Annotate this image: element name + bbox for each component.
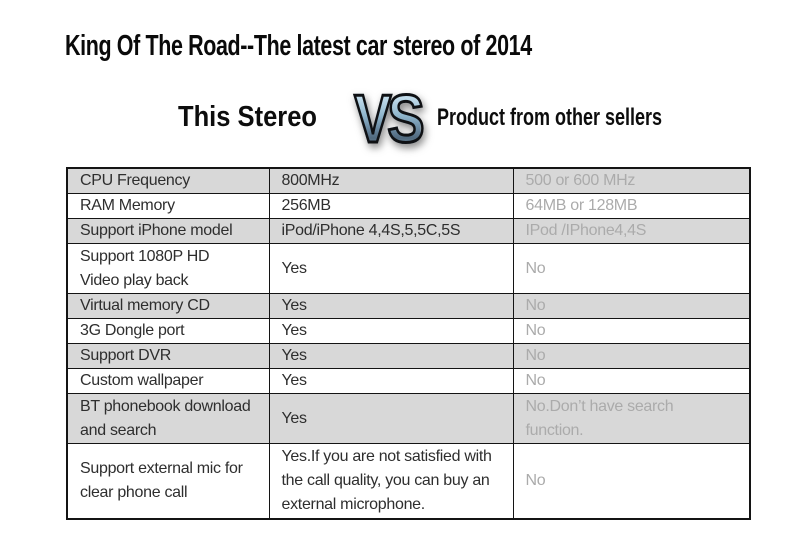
feature-cell: RAM Memory <box>66 193 270 219</box>
other-sellers-cell: No <box>512 343 751 369</box>
other-sellers-cell: No.Don’t have search function. <box>512 393 751 444</box>
feature-cell: Support 1080P HD Video play back <box>66 243 270 294</box>
other-sellers-cell: No <box>512 318 751 344</box>
vs-icon-text: VS <box>353 81 426 157</box>
this-stereo-cell: Yes.If you are not satisfied with the ca… <box>268 443 514 519</box>
this-stereo-cell: Yes <box>268 293 514 319</box>
this-stereo-cell: 800MHz <box>268 167 514 194</box>
this-stereo-cell: Yes <box>268 343 514 369</box>
feature-cell: Support iPhone model <box>66 218 270 244</box>
feature-cell: Virtual memory CD <box>66 293 270 319</box>
this-stereo-cell: Yes <box>268 393 514 444</box>
feature-cell: Support external mic for clear phone cal… <box>66 443 270 519</box>
other-sellers-cell: No <box>512 443 751 519</box>
comparison-table: CPU Frequency 800MHz 500 or 600 MHz RAM … <box>66 167 751 520</box>
this-stereo-cell: Yes <box>268 368 514 394</box>
this-stereo-cell: iPod/iPhone 4,4S,5,5C,5S <box>268 218 514 244</box>
other-sellers-cell: No <box>512 368 751 394</box>
versus-left-label: This Stereo <box>178 101 317 133</box>
other-sellers-cell: 500 or 600 MHz <box>512 167 751 194</box>
other-sellers-cell: 64MB or 128MB <box>512 193 751 219</box>
versus-banner: This Stereo VS Product from other seller… <box>0 0 800 160</box>
table-row-3g-dongle-port: 3G Dongle port Yes No <box>66 318 751 344</box>
table-row-bt-phonebook: BT phonebook download and search Yes No.… <box>66 393 751 444</box>
other-sellers-cell: No <box>512 243 751 294</box>
table-row-custom-wallpaper: Custom wallpaper Yes No <box>66 368 751 394</box>
feature-cell: Support DVR <box>66 343 270 369</box>
feature-cell: 3G Dongle port <box>66 318 270 344</box>
page-title: King Of The Road--The latest car stereo … <box>65 30 532 62</box>
feature-cell: CPU Frequency <box>66 167 270 194</box>
other-sellers-cell: No <box>512 293 751 319</box>
table-row-ram-memory: RAM Memory 256MB 64MB or 128MB <box>66 193 751 219</box>
feature-cell: Custom wallpaper <box>66 368 270 394</box>
table-row-external-mic: Support external mic for clear phone cal… <box>66 443 751 519</box>
table-row-support-dvr: Support DVR Yes No <box>66 343 751 369</box>
table-row-virtual-memory-cd: Virtual memory CD Yes No <box>66 293 751 319</box>
this-stereo-cell: 256MB <box>268 193 514 219</box>
this-stereo-cell: Yes <box>268 318 514 344</box>
table-row-cpu-frequency: CPU Frequency 800MHz 500 or 600 MHz <box>66 167 751 194</box>
this-stereo-cell: Yes <box>268 243 514 294</box>
vs-icon: VS <box>341 81 433 157</box>
table-row-1080p-video: Support 1080P HD Video play back Yes No <box>66 243 751 294</box>
feature-cell: BT phonebook download and search <box>66 393 270 444</box>
table-row-support-iphone-model: Support iPhone model iPod/iPhone 4,4S,5,… <box>66 218 751 244</box>
other-sellers-cell: IPod /IPhone4,4S <box>512 218 751 244</box>
versus-right-label: Product from other sellers <box>437 104 663 131</box>
